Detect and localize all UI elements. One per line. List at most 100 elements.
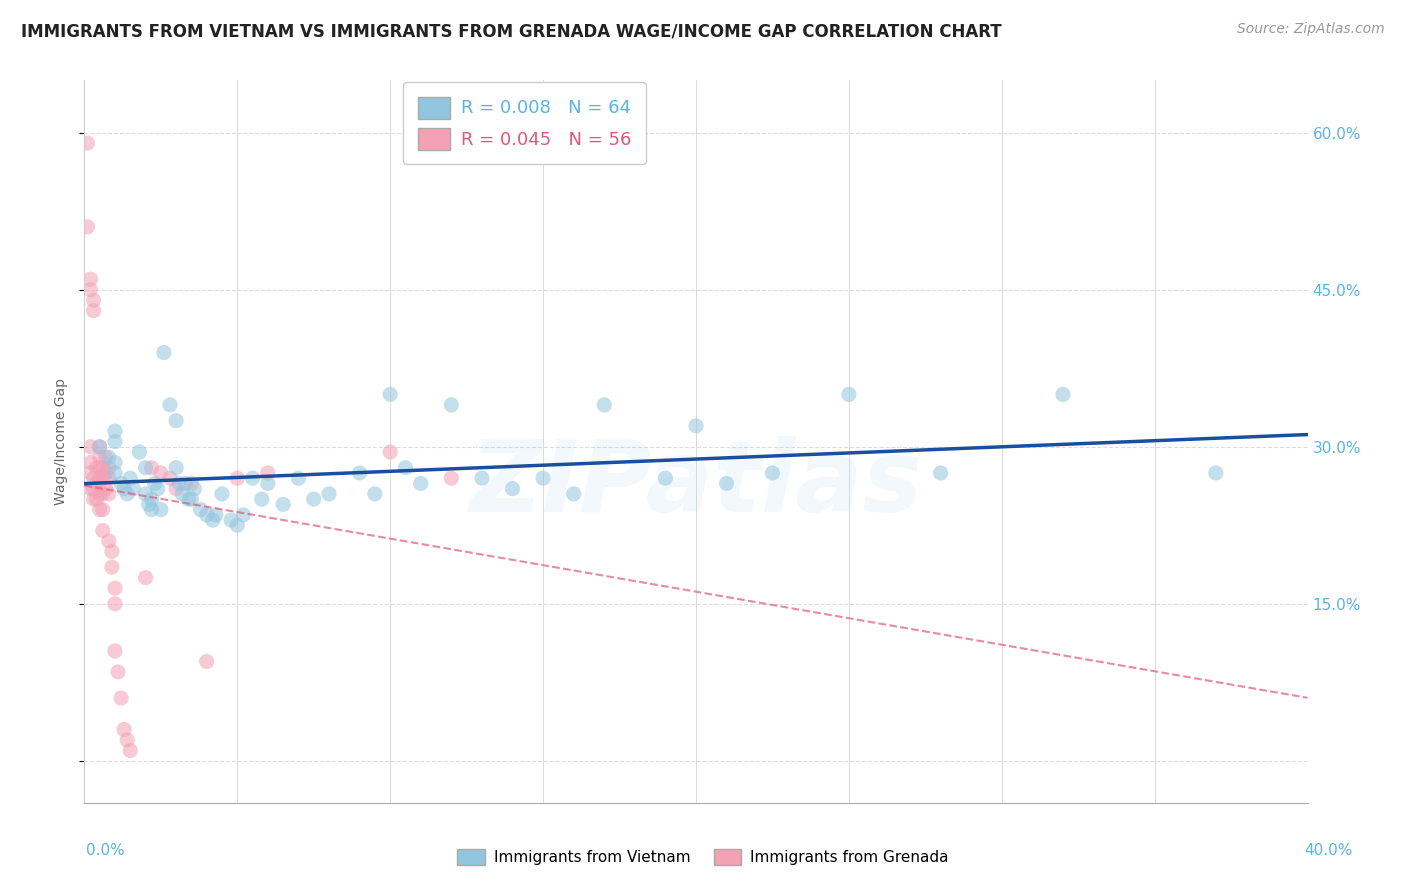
Point bbox=[149, 502, 172, 516]
Point bbox=[838, 387, 860, 401]
Text: IMMIGRANTS FROM VIETNAM VS IMMIGRANTS FROM GRENADA WAGE/INCOME GAP CORRELATION C: IMMIGRANTS FROM VIETNAM VS IMMIGRANTS FR… bbox=[21, 22, 1001, 40]
Point bbox=[502, 482, 524, 496]
Point bbox=[79, 440, 101, 454]
Point bbox=[138, 497, 160, 511]
Point bbox=[219, 513, 242, 527]
Point bbox=[183, 482, 205, 496]
Point bbox=[89, 460, 111, 475]
Point bbox=[135, 487, 157, 501]
Point bbox=[89, 440, 111, 454]
Point bbox=[104, 581, 127, 595]
Point bbox=[409, 476, 432, 491]
Point bbox=[83, 482, 105, 496]
Point bbox=[302, 492, 325, 507]
Point bbox=[89, 450, 111, 465]
Point bbox=[83, 492, 105, 507]
Point bbox=[180, 476, 202, 491]
Point bbox=[205, 508, 228, 522]
Point bbox=[83, 471, 105, 485]
Text: 40.0%: 40.0% bbox=[1305, 843, 1353, 858]
Point bbox=[318, 487, 340, 501]
Point bbox=[143, 476, 166, 491]
Point bbox=[146, 482, 169, 496]
Point bbox=[97, 460, 120, 475]
Point bbox=[76, 136, 98, 150]
Point bbox=[190, 502, 212, 516]
Point bbox=[593, 398, 616, 412]
Point bbox=[104, 455, 127, 469]
Point bbox=[654, 471, 676, 485]
Point bbox=[76, 219, 98, 234]
Point bbox=[226, 471, 249, 485]
Point bbox=[165, 414, 187, 428]
Point bbox=[165, 482, 187, 496]
Point bbox=[271, 497, 294, 511]
Point bbox=[104, 434, 127, 449]
Point bbox=[120, 471, 142, 485]
Point bbox=[153, 345, 176, 359]
Point bbox=[91, 524, 114, 538]
Point bbox=[115, 487, 138, 501]
Point bbox=[79, 482, 101, 496]
Point bbox=[440, 398, 463, 412]
Point bbox=[79, 455, 101, 469]
Point bbox=[141, 460, 163, 475]
Point bbox=[122, 482, 145, 496]
Text: 0.0%: 0.0% bbox=[86, 843, 125, 858]
Point bbox=[107, 665, 129, 679]
Point bbox=[380, 387, 402, 401]
Point bbox=[257, 476, 280, 491]
Point bbox=[79, 466, 101, 480]
Legend: Immigrants from Vietnam, Immigrants from Grenada: Immigrants from Vietnam, Immigrants from… bbox=[451, 843, 955, 871]
Point bbox=[89, 476, 111, 491]
Point bbox=[104, 424, 127, 438]
Point bbox=[120, 743, 142, 757]
Point bbox=[471, 471, 494, 485]
Point bbox=[177, 492, 200, 507]
Point bbox=[86, 476, 108, 491]
Point bbox=[135, 460, 157, 475]
Point bbox=[128, 445, 150, 459]
Point bbox=[167, 476, 190, 491]
Point bbox=[115, 733, 138, 747]
Point bbox=[79, 272, 101, 286]
Point bbox=[929, 466, 952, 480]
Point bbox=[1052, 387, 1074, 401]
Point bbox=[364, 487, 387, 501]
Point bbox=[104, 597, 127, 611]
Point bbox=[250, 492, 273, 507]
Point bbox=[94, 466, 117, 480]
Point bbox=[94, 482, 117, 496]
Point bbox=[97, 471, 120, 485]
Point bbox=[141, 502, 163, 516]
Point bbox=[94, 450, 117, 465]
Point bbox=[101, 560, 124, 574]
Point bbox=[86, 460, 108, 475]
Point bbox=[195, 508, 218, 522]
Point bbox=[101, 544, 124, 558]
Text: Source: ZipAtlas.com: Source: ZipAtlas.com bbox=[1237, 22, 1385, 37]
Point bbox=[165, 460, 187, 475]
Point bbox=[79, 283, 101, 297]
Point bbox=[159, 471, 181, 485]
Point bbox=[149, 466, 172, 480]
Point bbox=[531, 471, 554, 485]
Y-axis label: Wage/Income Gap: Wage/Income Gap bbox=[53, 378, 67, 505]
Point bbox=[97, 534, 120, 549]
Point bbox=[83, 293, 105, 308]
Point bbox=[349, 466, 371, 480]
Point bbox=[110, 476, 132, 491]
Point bbox=[172, 487, 194, 501]
Point bbox=[232, 508, 254, 522]
Legend: R = 0.008   N = 64, R = 0.045   N = 56: R = 0.008 N = 64, R = 0.045 N = 56 bbox=[404, 82, 645, 164]
Point bbox=[211, 487, 233, 501]
Point bbox=[257, 466, 280, 480]
Point bbox=[112, 482, 135, 496]
Point bbox=[112, 723, 135, 737]
Point bbox=[716, 476, 738, 491]
Point bbox=[89, 487, 111, 501]
Point bbox=[91, 460, 114, 475]
Point bbox=[104, 644, 127, 658]
Point bbox=[89, 502, 111, 516]
Point bbox=[562, 487, 585, 501]
